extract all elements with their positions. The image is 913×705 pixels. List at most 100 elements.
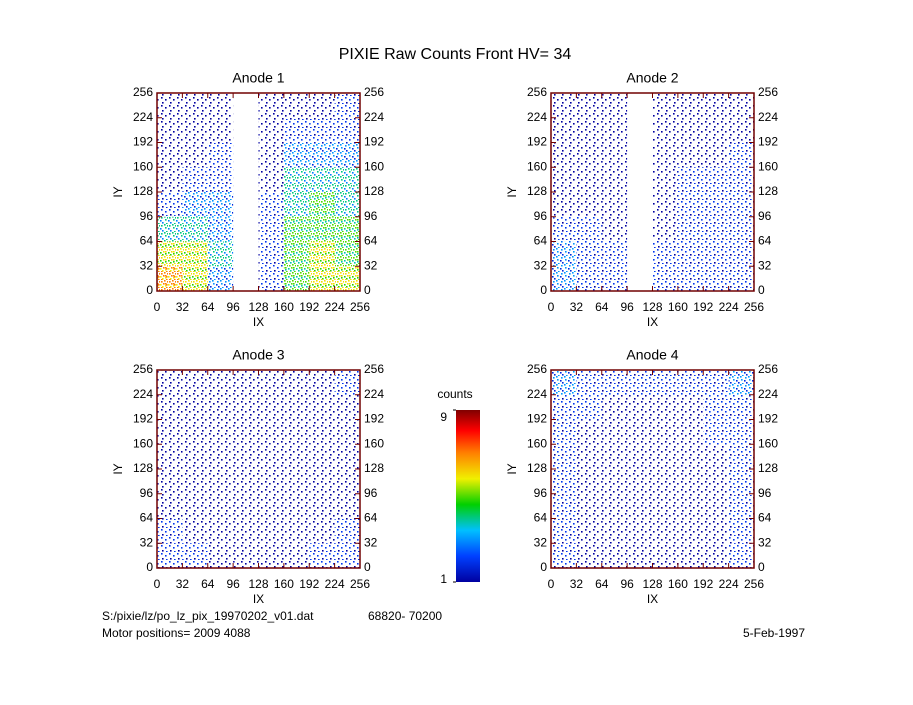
y2-tick-label: 224 [758, 387, 778, 401]
heatmap-cell [309, 216, 335, 242]
heatmap-cell [652, 394, 678, 420]
heatmap-cell [309, 493, 335, 519]
panel-title: Anode 1 [232, 70, 284, 86]
colorbar [456, 410, 480, 582]
heatmap-cell [601, 142, 628, 168]
heatmap-cell [551, 543, 577, 568]
heatmap-cell [601, 394, 628, 420]
x-axis-label: IX [253, 592, 264, 606]
heatmap-cell [677, 543, 704, 568]
x-tick-label: 96 [620, 577, 634, 591]
heatmap-cell [309, 518, 335, 544]
heatmap-cell [283, 444, 310, 469]
y-tick-label: 32 [140, 258, 154, 272]
heatmap-cell [309, 370, 335, 395]
heatmap-cell [627, 518, 653, 544]
heatmap-cell [728, 493, 754, 519]
heatmap-cell [601, 93, 628, 118]
x-tick-label: 64 [595, 300, 609, 314]
figure-title: PIXIE Raw Counts Front HV= 34 [339, 46, 572, 63]
y-tick-label: 192 [527, 135, 547, 149]
y-tick-label: 64 [534, 234, 548, 248]
heatmap-cell [334, 266, 360, 291]
heatmap-cell [283, 419, 310, 445]
heatmap-cell [601, 370, 628, 395]
heatmap-cell [258, 370, 284, 395]
heatmap-cell [334, 469, 360, 494]
heatmap-cell [309, 167, 335, 192]
heatmap-cell [652, 444, 678, 469]
footer-span: 68820- 70200 [368, 609, 442, 623]
x-axis-label: IX [647, 592, 658, 606]
x-tick-label: 0 [154, 300, 161, 314]
heatmap-cell [182, 216, 208, 242]
x-tick-label: 256 [744, 300, 764, 314]
heatmap-cell [551, 216, 577, 242]
heatmap-cell [728, 469, 754, 494]
footer-motor: Motor positions= 2009 4088 [102, 626, 251, 640]
heatmap-cell [283, 370, 310, 395]
heatmap-cell [233, 518, 259, 544]
heatmap-cell [309, 419, 335, 445]
heatmap-cell [576, 419, 602, 445]
y-tick-label: 128 [133, 184, 153, 198]
x-tick-label: 192 [693, 577, 713, 591]
heatmap-cell [677, 192, 704, 217]
heatmap-cell [652, 216, 678, 242]
heatmap-cell [258, 394, 284, 420]
y2-tick-label: 160 [758, 436, 778, 450]
heatmap-cell [601, 518, 628, 544]
heatmap-cell [728, 117, 754, 143]
heatmap-cell [627, 543, 653, 568]
y-tick-label: 160 [527, 159, 547, 173]
heatmap-cell [334, 192, 360, 217]
y-tick-label: 96 [534, 209, 548, 223]
heatmap-cell [703, 394, 729, 420]
y2-tick-label: 192 [758, 135, 778, 149]
heatmap-cell [157, 543, 183, 568]
heatmap-cell [728, 419, 754, 445]
heatmap-cell [576, 518, 602, 544]
heatmap-cell [576, 266, 602, 291]
y-tick-label: 32 [534, 535, 548, 549]
x-tick-label: 256 [350, 300, 370, 314]
heatmap-cell [258, 543, 284, 568]
x-tick-label: 160 [668, 300, 688, 314]
heatmap-cell [309, 266, 335, 291]
colorbar-tick-label: 1 [440, 572, 447, 586]
heatmap-cell [601, 419, 628, 445]
heatmap-cell [601, 216, 628, 242]
heatmap-cell [551, 419, 577, 445]
heatmap-cell [601, 117, 628, 143]
y2-tick-label: 0 [758, 283, 765, 297]
y2-tick-label: 0 [758, 560, 765, 574]
heatmap-cell [233, 370, 259, 395]
heatmap-cell [627, 469, 653, 494]
footer-date: 5-Feb-1997 [743, 626, 805, 640]
heatmap-cell [677, 370, 704, 395]
y2-tick-label: 64 [758, 511, 772, 525]
y2-tick-label: 32 [758, 258, 772, 272]
heatmap-cell [182, 419, 208, 445]
heatmap-cell [258, 518, 284, 544]
x-tick-label: 256 [744, 577, 764, 591]
heatmap-cell [677, 93, 704, 118]
heatmap-cell [334, 93, 360, 118]
heatmap-cell [551, 493, 577, 519]
heatmap-cell [652, 543, 678, 568]
y-tick-label: 160 [133, 436, 153, 450]
heatmap-cell [551, 266, 577, 291]
heatmap-cell [551, 469, 577, 494]
y-tick-label: 256 [133, 362, 153, 376]
heatmap-cell [233, 444, 259, 469]
heatmap-cell [182, 394, 208, 420]
heatmap-cell [207, 518, 234, 544]
heatmap-cell [157, 444, 183, 469]
x-tick-label: 96 [620, 300, 634, 314]
y-tick-label: 192 [527, 412, 547, 426]
heatmap-cell [677, 493, 704, 519]
heatmap-cell [258, 469, 284, 494]
heatmap-cell [627, 419, 653, 445]
heatmap-cell [334, 543, 360, 568]
heatmap-cell [182, 241, 208, 267]
